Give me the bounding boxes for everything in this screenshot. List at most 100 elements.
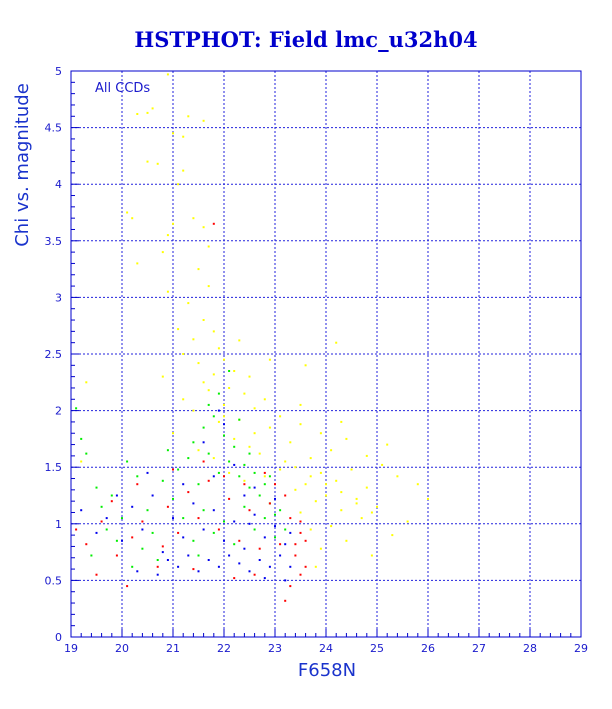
scatter-point xyxy=(294,466,297,469)
scatter-point xyxy=(90,554,93,557)
scatter-point xyxy=(243,505,246,508)
scatter-point xyxy=(268,502,271,505)
scatter-point xyxy=(217,528,220,531)
scatter-point xyxy=(182,398,185,401)
scatter-point xyxy=(156,565,159,568)
scatter-point xyxy=(284,599,287,602)
scatter-point xyxy=(161,251,164,254)
scatter-point xyxy=(304,483,307,486)
scatter-point xyxy=(284,460,287,463)
scatter-point xyxy=(100,520,103,523)
scatter-point xyxy=(263,577,266,580)
scatter-point xyxy=(207,479,210,482)
x-tick-label: 22 xyxy=(217,642,231,655)
x-tick-label: 25 xyxy=(370,642,384,655)
scatter-point xyxy=(258,452,261,455)
scatter-point xyxy=(177,531,180,534)
x-axis-tick-labels: 19 20 21 22 23 24 25 26 27 28 29 xyxy=(64,642,588,655)
x-tick-label: 23 xyxy=(268,642,282,655)
data-points xyxy=(75,73,429,602)
scatter-point xyxy=(197,268,200,271)
scatter-point xyxy=(279,554,282,557)
scatter-point xyxy=(238,562,241,565)
scatter-point xyxy=(192,539,195,542)
scatter-point xyxy=(126,460,129,463)
scatter-point xyxy=(233,577,236,580)
scatter-point xyxy=(299,423,302,426)
x-axis-title: F658N xyxy=(298,660,356,681)
scatter-point xyxy=(279,415,282,418)
scatter-point xyxy=(217,409,220,412)
scatter-point xyxy=(304,539,307,542)
scatter-point xyxy=(243,392,246,395)
scatter-point xyxy=(141,547,144,550)
scatter-point xyxy=(105,517,108,520)
y-tick-label: 4 xyxy=(55,178,62,191)
y-axis-title: Chi vs. magnitude xyxy=(12,83,33,247)
scatter-point xyxy=(141,528,144,531)
scatter-point xyxy=(121,539,123,542)
scatter-point xyxy=(299,573,302,576)
scatter-point xyxy=(381,463,384,466)
chart-title: HSTPHOT: Field lmc_u32h04 xyxy=(134,27,477,52)
scatter-point xyxy=(197,483,200,486)
scatter-point xyxy=(263,517,266,520)
scatter-point xyxy=(340,491,343,494)
scatter-point xyxy=(207,389,210,392)
scatter-point xyxy=(263,483,266,486)
scatter-point xyxy=(355,497,358,500)
scatter-point xyxy=(263,471,266,474)
scatter-point xyxy=(309,475,312,478)
scatter-point xyxy=(228,370,231,372)
scatter-point xyxy=(80,509,83,512)
scatter-point xyxy=(248,445,251,448)
scatter-point xyxy=(365,454,368,457)
y-tick-label: 0 xyxy=(55,631,62,644)
scatter-series xyxy=(75,222,307,602)
scatter-point xyxy=(85,543,88,546)
scatter-point xyxy=(279,468,282,471)
scatter-point xyxy=(192,441,195,444)
scatter-point xyxy=(370,554,373,557)
scatter-point xyxy=(345,539,348,542)
scatter-point xyxy=(95,486,98,489)
scatter-point xyxy=(263,398,266,401)
scatter-point xyxy=(202,528,205,531)
scatter-point xyxy=(151,107,154,110)
scatter-point xyxy=(115,554,118,557)
scatter-point xyxy=(182,536,185,539)
scatter-point xyxy=(177,183,180,186)
y-tick-label: 2.5 xyxy=(45,348,63,361)
plot-annotation: All CCDs xyxy=(95,81,150,96)
scatter-point xyxy=(212,373,215,376)
scatter-point xyxy=(207,403,210,406)
scatter-point xyxy=(233,463,236,466)
scatter-point xyxy=(253,486,256,489)
scatter-point xyxy=(105,528,108,531)
scatter-point xyxy=(151,531,154,534)
x-tick-label: 24 xyxy=(319,642,333,655)
scatter-point xyxy=(223,520,225,523)
scatter-point xyxy=(85,452,88,455)
scatter-point xyxy=(268,565,271,568)
scatter-point xyxy=(110,500,113,503)
scatter-point xyxy=(217,420,220,423)
scatter-point xyxy=(197,362,200,365)
scatter-point xyxy=(110,494,113,497)
scatter-point xyxy=(161,545,164,548)
scatter-point xyxy=(248,375,251,378)
scatter-point xyxy=(146,111,149,114)
scatter-point xyxy=(238,539,241,542)
scatter-point xyxy=(263,475,266,478)
scatter-point xyxy=(238,475,241,478)
scatter-point xyxy=(233,543,236,546)
scatter-point xyxy=(115,539,118,542)
scatter-point xyxy=(233,520,236,523)
scatter-point xyxy=(228,471,231,474)
scatter-point xyxy=(274,525,276,528)
scatter-series xyxy=(80,73,429,568)
scatter-point xyxy=(182,483,185,486)
scatter-point xyxy=(156,559,159,561)
y-axis-tick-labels: 0 0.5 1 1.5 2 2.5 3 3.5 4 4.5 5 xyxy=(45,65,63,644)
scatter-point xyxy=(243,483,246,486)
